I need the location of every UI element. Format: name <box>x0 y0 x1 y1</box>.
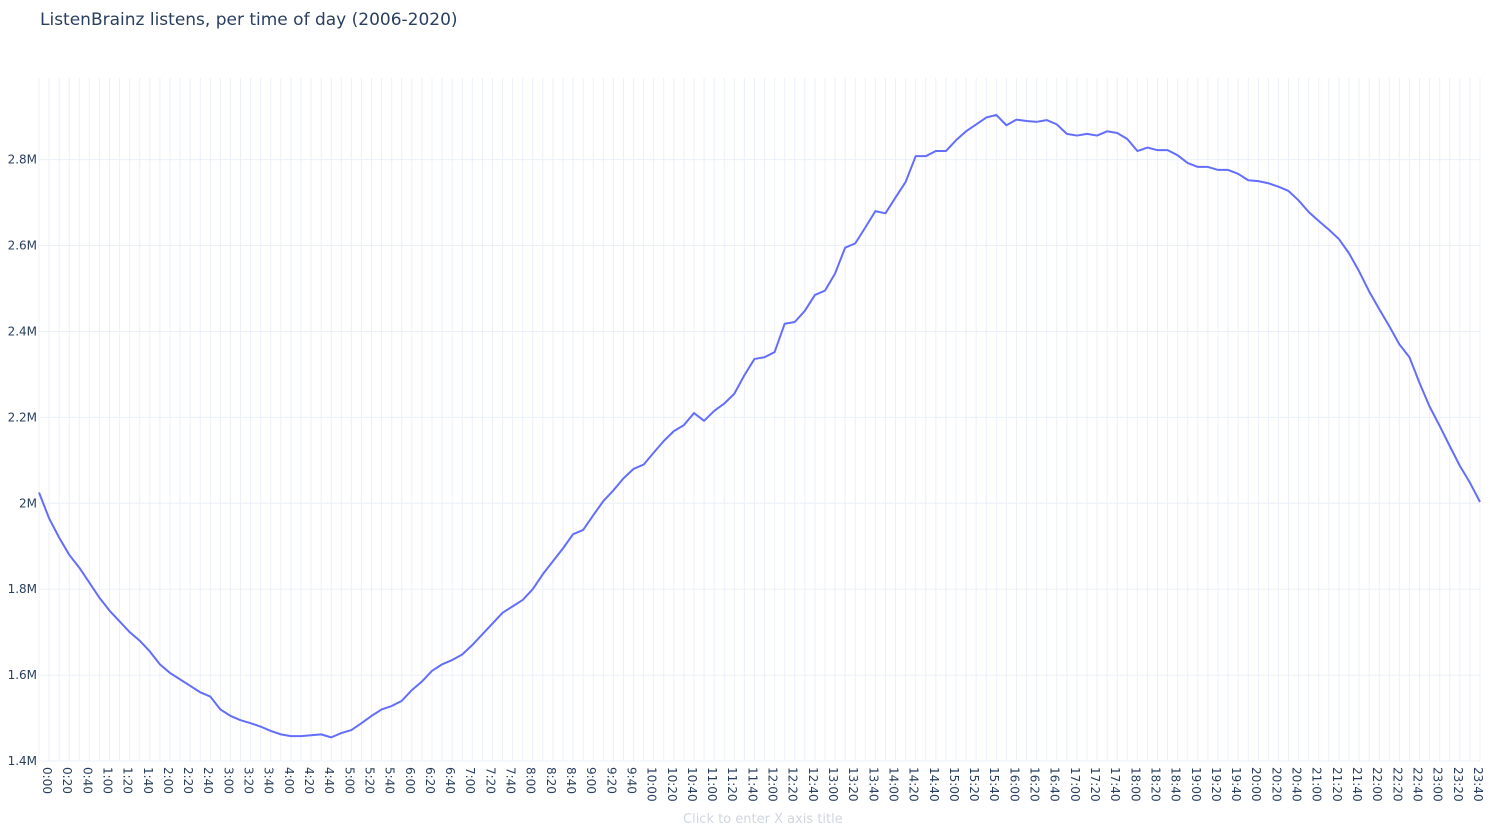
x-tick-label: 8:40 <box>564 767 578 794</box>
x-tick-label: 15:00 <box>947 767 961 802</box>
x-tick-labels: 0:00 0:20 0:40 1:00 1:20 1:40 2:00 2:20 2:40 3:00… <box>40 767 1485 802</box>
x-tick-label: 16:00 <box>1007 767 1021 802</box>
x-tick-label: 2:40 <box>201 767 215 794</box>
x-tick-label: 18:00 <box>1128 767 1142 802</box>
y-tick-label: 1.6M <box>8 668 37 682</box>
x-tick-label: 23:40 <box>1471 767 1485 802</box>
y-tick-label: 1.4M <box>8 754 37 768</box>
y-tick-label: 2.4M <box>8 324 37 338</box>
x-tick-label: 4:00 <box>282 767 296 794</box>
x-tick-label: 11:00 <box>705 767 719 802</box>
x-tick-label: 13:00 <box>826 767 840 802</box>
x-tick-label: 9:40 <box>624 767 638 794</box>
x-tick-label: 17:00 <box>1068 767 1082 802</box>
x-tick-label: 5:20 <box>362 767 376 794</box>
x-tick-label: 22:00 <box>1370 767 1384 802</box>
x-tick-label: 11:40 <box>745 767 759 802</box>
x-tick-label: 19:40 <box>1229 767 1243 802</box>
x-tick-label: 6:20 <box>423 767 437 794</box>
x-tick-label: 16:20 <box>1028 767 1042 802</box>
x-tick-label: 0:00 <box>40 767 54 794</box>
x-tick-label: 1:00 <box>100 767 114 794</box>
x-tick-label: 14:40 <box>927 767 941 802</box>
x-tick-label: 0:20 <box>60 767 74 794</box>
x-tick-label: 7:20 <box>483 767 497 794</box>
x-tick-label: 7:00 <box>463 767 477 794</box>
x-tick-label: 21:20 <box>1330 767 1344 802</box>
x-tick-label: 1:20 <box>121 767 135 794</box>
x-tick-label: 15:20 <box>967 767 981 802</box>
x-tick-label: 23:20 <box>1451 767 1465 802</box>
y-tick-label: 2.6M <box>8 239 37 253</box>
x-tick-label: 4:40 <box>322 767 336 794</box>
x-tick-label: 21:40 <box>1350 767 1364 802</box>
x-tick-label: 8:20 <box>544 767 558 794</box>
x-tick-label: 14:20 <box>907 767 921 802</box>
x-tick-label: 18:20 <box>1148 767 1162 802</box>
x-tick-label: 11:20 <box>725 767 739 802</box>
x-tick-label: 13:40 <box>866 767 880 802</box>
x-tick-label: 23:00 <box>1431 767 1445 802</box>
x-tick-label: 10:20 <box>665 767 679 802</box>
x-tick-label: 14:00 <box>886 767 900 802</box>
y-tick-label: 1.8M <box>8 582 37 596</box>
y-tick-label: 2.2M <box>8 410 37 424</box>
x-gridlines <box>38 78 1481 761</box>
x-tick-label: 10:00 <box>645 767 659 802</box>
x-tick-label: 6:40 <box>443 767 457 794</box>
x-tick-label: 20:00 <box>1249 767 1263 802</box>
x-tick-label: 4:20 <box>302 767 316 794</box>
x-tick-label: 6:00 <box>403 767 417 794</box>
x-tick-label: 2:00 <box>161 767 175 794</box>
y-tick-label: 2M <box>19 496 37 510</box>
x-tick-label: 20:20 <box>1269 767 1283 802</box>
x-tick-label: 17:20 <box>1088 767 1102 802</box>
x-tick-label: 15:40 <box>987 767 1001 802</box>
x-tick-label: 3:00 <box>221 767 235 794</box>
x-tick-label: 5:40 <box>383 767 397 794</box>
x-tick-label: 21:00 <box>1310 767 1324 802</box>
x-tick-label: 17:40 <box>1108 767 1122 802</box>
x-tick-label: 19:20 <box>1209 767 1223 802</box>
series-layer <box>38 113 1481 739</box>
x-tick-label: 22:20 <box>1390 767 1404 802</box>
series-line[interactable] <box>38 113 1481 739</box>
x-tick-label: 22:40 <box>1410 767 1424 802</box>
x-tick-label: 12:00 <box>766 767 780 802</box>
chart-title: ListenBrainz listens, per time of day (2… <box>40 10 458 30</box>
x-tick-label: 12:40 <box>806 767 820 802</box>
x-tick-label: 19:00 <box>1189 767 1203 802</box>
x-tick-label: 10:40 <box>685 767 699 802</box>
y-tick-label: 2.8M <box>8 153 37 167</box>
x-tick-label: 16:40 <box>1048 767 1062 802</box>
y-tick-labels: 1.4M 1.6M 1.8M 2M 2.2M 2.4M 2.6M 2.8M <box>8 153 37 768</box>
x-tick-label: 12:20 <box>786 767 800 802</box>
x-tick-label: 9:20 <box>604 767 618 794</box>
x-tick-label: 3:20 <box>242 767 256 794</box>
x-tick-label: 18:40 <box>1169 767 1183 802</box>
x-tick-label: 13:20 <box>846 767 860 802</box>
x-tick-label: 8:00 <box>524 767 538 794</box>
x-tick-label: 0:40 <box>80 767 94 794</box>
x-tick-label: 7:40 <box>504 767 518 794</box>
x-tick-label: 20:40 <box>1290 767 1304 802</box>
x-tick-label: 5:00 <box>342 767 356 794</box>
x-axis-title-placeholder[interactable]: Click to enter X axis title <box>683 812 843 827</box>
y-gridlines <box>39 159 1480 762</box>
x-tick-label: 3:40 <box>262 767 276 794</box>
x-tick-label: 9:00 <box>584 767 598 794</box>
x-tick-label: 1:40 <box>141 767 155 794</box>
x-tick-label: 2:20 <box>181 767 195 794</box>
